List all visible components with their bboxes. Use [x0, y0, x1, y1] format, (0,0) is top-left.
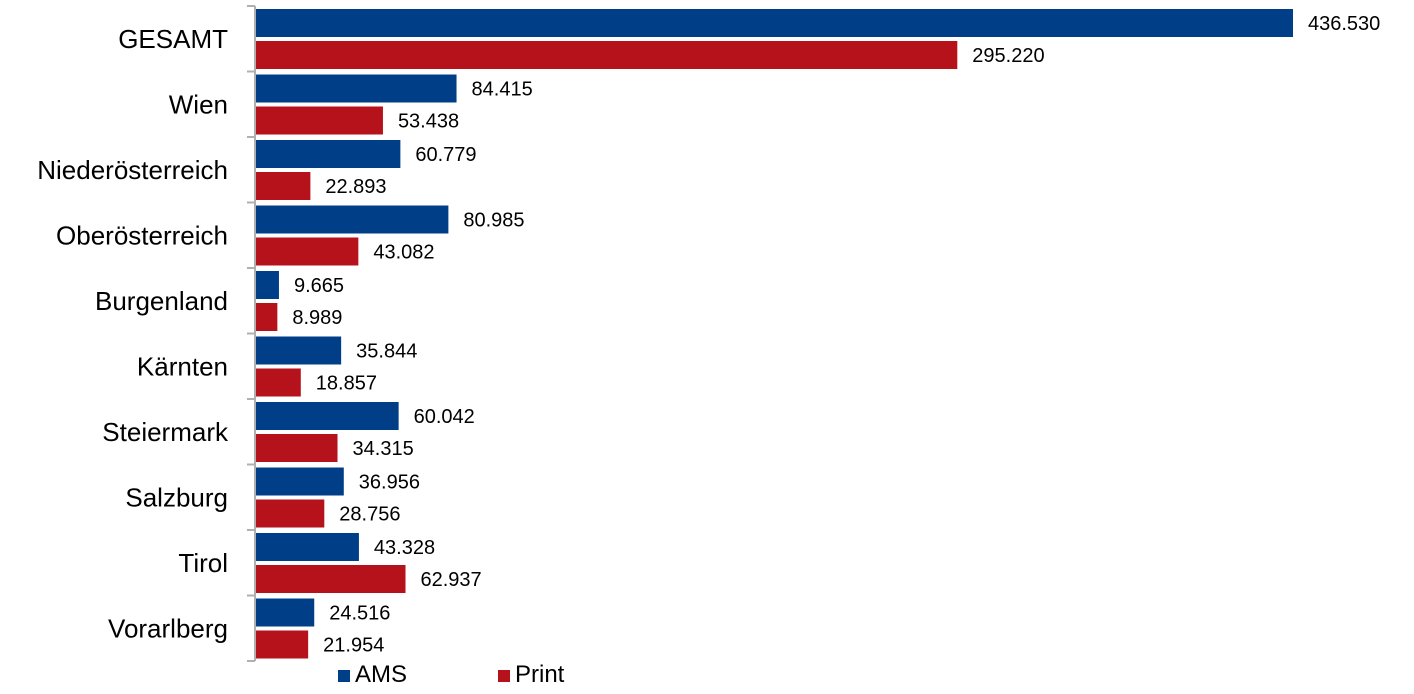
bar-ams [256, 336, 342, 365]
category-labels: GESAMT Wien Niederösterreich Oberösterreich… [37, 24, 229, 644]
value-label: 62.937 [421, 569, 482, 591]
value-label: 36.956 [359, 472, 420, 494]
bar-ams [256, 467, 344, 496]
category-label: Oberösterreich [56, 220, 228, 250]
legend-label-ams: AMS [355, 661, 407, 688]
legend: AMS Print [338, 661, 565, 688]
value-label: 43.328 [374, 537, 435, 559]
bar-ams [256, 9, 1293, 37]
value-label: 80.985 [463, 210, 524, 232]
bar-print [256, 172, 311, 200]
category-label: Burgenland [95, 286, 228, 316]
bar-print [256, 237, 359, 266]
bar-ams [256, 271, 279, 299]
legend-swatch-ams [338, 670, 350, 682]
value-label: 9.665 [294, 275, 344, 297]
value-label: 8.989 [292, 307, 342, 329]
value-label: 53.438 [398, 111, 459, 133]
legend-swatch-print [498, 670, 510, 682]
value-label: 22.893 [325, 176, 386, 198]
bars [256, 9, 1293, 659]
bar-print [256, 106, 383, 135]
bar-print [256, 434, 338, 462]
bar-print [256, 303, 278, 331]
category-label: Tirol [178, 548, 228, 578]
bar-ams [256, 205, 449, 234]
bar-ams [256, 402, 399, 430]
value-label: 21.954 [323, 635, 384, 657]
value-label: 18.857 [316, 373, 377, 395]
value-label: 60.042 [414, 406, 475, 428]
bar-ams [256, 533, 359, 561]
value-label: 436.530 [1308, 13, 1380, 35]
category-label: Salzburg [125, 482, 228, 512]
bar-print [256, 499, 325, 528]
category-label: Niederösterreich [37, 155, 228, 185]
value-label: 28.756 [339, 504, 400, 526]
bar-print [256, 368, 301, 397]
legend-label-print: Print [515, 661, 565, 688]
value-label: 84.415 [472, 79, 533, 101]
category-label: GESAMT [118, 24, 228, 54]
value-label: 43.082 [373, 242, 434, 264]
bar-ams [256, 598, 315, 627]
category-label: Steiermark [102, 417, 229, 447]
value-label: 60.779 [415, 144, 476, 166]
bar-print [256, 565, 406, 593]
bar-print [256, 41, 958, 69]
category-axis [247, 5, 256, 662]
bar-ams [256, 140, 401, 168]
value-label: 35.844 [356, 341, 417, 363]
value-labels: 436.530 295.220 84.415 53.438 60.779 22.893 80… [292, 13, 1380, 657]
category-label: Kärnten [137, 351, 228, 381]
value-label: 295.220 [972, 45, 1044, 67]
bar-ams [256, 74, 457, 103]
bar-print [256, 630, 309, 659]
value-label: 24.516 [329, 603, 390, 625]
category-label: Vorarlberg [108, 613, 228, 643]
category-label: Wien [169, 89, 228, 119]
value-label: 34.315 [353, 438, 414, 460]
